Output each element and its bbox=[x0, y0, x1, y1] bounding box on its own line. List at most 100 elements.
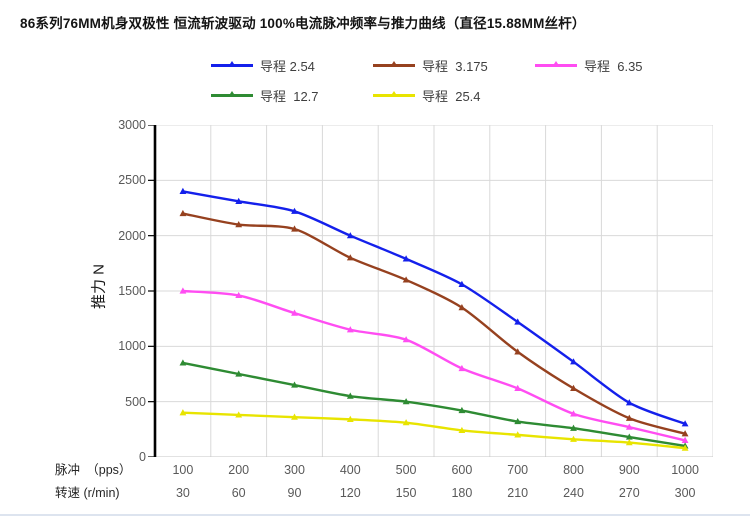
x-tick-label-pps: 900 bbox=[618, 463, 640, 477]
series-line bbox=[181, 411, 687, 450]
x-tick-label-rpm: 60 bbox=[231, 486, 246, 500]
x-tick-label-rpm: 270 bbox=[618, 486, 640, 500]
data-point-marker bbox=[291, 413, 298, 420]
data-point-marker bbox=[681, 436, 689, 443]
data-point-marker bbox=[570, 435, 577, 442]
legend-item: 导程 3.175 bbox=[373, 57, 488, 74]
data-point-marker bbox=[458, 280, 466, 287]
x-axis-row-label-pulse: 脉冲 （pps） bbox=[55, 463, 132, 477]
data-point-marker bbox=[235, 370, 243, 377]
data-point-marker bbox=[681, 420, 689, 427]
data-point-marker bbox=[458, 304, 466, 311]
x-tick-label-rpm: 210 bbox=[507, 486, 529, 500]
x-tick-label-pps: 200 bbox=[228, 463, 250, 477]
data-point-marker bbox=[346, 392, 354, 399]
legend-line-swatch bbox=[373, 60, 415, 67]
data-point-marker bbox=[235, 197, 243, 204]
data-point-marker bbox=[402, 419, 410, 426]
series-line bbox=[181, 190, 687, 425]
x-tick-label-rpm: 30 bbox=[175, 486, 190, 500]
legend-item: 导程 2.54 bbox=[211, 57, 315, 74]
data-point-marker bbox=[625, 399, 633, 406]
series-line bbox=[181, 361, 687, 448]
data-point-marker bbox=[514, 384, 522, 391]
x-tick-label-pps: 600 bbox=[451, 463, 473, 477]
data-point-marker bbox=[402, 336, 410, 343]
y-tick-label: 2000 bbox=[118, 228, 146, 243]
x-tick-label-pps: 300 bbox=[284, 463, 305, 477]
legend-line-swatch bbox=[211, 90, 253, 97]
x-tick-label-rpm: 90 bbox=[287, 486, 302, 500]
data-point-marker bbox=[402, 255, 410, 262]
plot-area bbox=[148, 125, 713, 457]
x-tick-label-pps: 400 bbox=[339, 463, 361, 477]
data-point-marker bbox=[179, 187, 187, 194]
y-tick-label: 2500 bbox=[118, 173, 146, 188]
legend-label: 导程 12.7 bbox=[260, 88, 319, 104]
legend-label: 导程 3.175 bbox=[422, 58, 488, 74]
data-point-marker bbox=[291, 309, 298, 316]
data-point-marker bbox=[291, 207, 298, 214]
y-tick-label: 1000 bbox=[118, 339, 146, 354]
x-tick-label-rpm: 240 bbox=[563, 486, 584, 500]
x-tick-label-rpm: 300 bbox=[674, 486, 696, 500]
legend-line-swatch bbox=[373, 90, 415, 97]
data-point-marker bbox=[402, 276, 410, 283]
data-point-marker bbox=[235, 291, 243, 299]
x-tick-label-rpm: 150 bbox=[395, 486, 417, 500]
data-point-marker bbox=[681, 430, 689, 437]
data-point-marker bbox=[625, 414, 633, 421]
data-point-marker bbox=[570, 424, 577, 431]
data-point-marker bbox=[458, 364, 466, 372]
data-point-marker bbox=[291, 225, 298, 232]
data-point-marker bbox=[625, 433, 633, 440]
chart-title: 86系列76MM机身双极性 恒流斩波驱动 100%电流脉冲频率与推力曲线（直径1… bbox=[20, 16, 586, 31]
data-point-marker bbox=[235, 411, 243, 418]
data-point-marker bbox=[514, 417, 522, 425]
data-point-marker bbox=[346, 326, 354, 333]
data-point-marker bbox=[402, 398, 410, 405]
legend-item: 导程 6.35 bbox=[535, 57, 643, 74]
data-point-marker bbox=[570, 358, 577, 365]
series-line bbox=[181, 212, 687, 435]
data-point-marker bbox=[235, 221, 243, 228]
legend-line-swatch bbox=[211, 60, 253, 67]
data-point-marker bbox=[570, 384, 577, 391]
data-point-marker bbox=[346, 232, 354, 239]
data-point-marker bbox=[179, 359, 187, 366]
bottom-border-line bbox=[0, 514, 750, 516]
legend-item: 导程 12.7 bbox=[211, 87, 319, 104]
y-tick-label: 0 bbox=[139, 450, 146, 464]
data-point-marker bbox=[346, 254, 354, 261]
data-point-marker bbox=[291, 381, 298, 388]
legend-marker-icon bbox=[228, 90, 236, 97]
x-tick-label-pps: 1000 bbox=[671, 463, 699, 477]
data-point-marker bbox=[514, 431, 522, 438]
data-point-marker bbox=[346, 415, 354, 422]
series-line bbox=[181, 289, 687, 442]
legend-line-swatch bbox=[535, 60, 577, 67]
data-point-marker bbox=[570, 410, 577, 417]
x-tick-label-pps: 800 bbox=[563, 463, 584, 477]
data-point-marker bbox=[458, 406, 466, 414]
x-tick-label-rpm: 180 bbox=[451, 486, 473, 500]
data-point-marker bbox=[625, 439, 633, 446]
legend-marker-icon bbox=[552, 60, 560, 67]
x-tick-label-pps: 500 bbox=[395, 463, 417, 477]
x-tick-label-pps: 700 bbox=[507, 463, 529, 477]
legend-marker-icon bbox=[390, 90, 398, 97]
data-point-marker bbox=[179, 209, 187, 217]
data-point-marker bbox=[681, 444, 689, 451]
data-point-marker bbox=[514, 318, 522, 325]
x-tick-label-pps: 100 bbox=[172, 463, 194, 477]
x-tick-label-rpm: 120 bbox=[339, 486, 361, 500]
y-tick-label: 3000 bbox=[118, 118, 146, 132]
data-point-marker bbox=[514, 348, 522, 355]
legend-item: 导程 25.4 bbox=[373, 87, 481, 104]
legend-label: 导程 2.54 bbox=[260, 58, 315, 74]
legend-marker-icon bbox=[390, 60, 398, 67]
data-point-marker bbox=[625, 423, 633, 430]
legend-marker-icon bbox=[228, 60, 236, 67]
legend-label: 导程 6.35 bbox=[584, 58, 643, 74]
